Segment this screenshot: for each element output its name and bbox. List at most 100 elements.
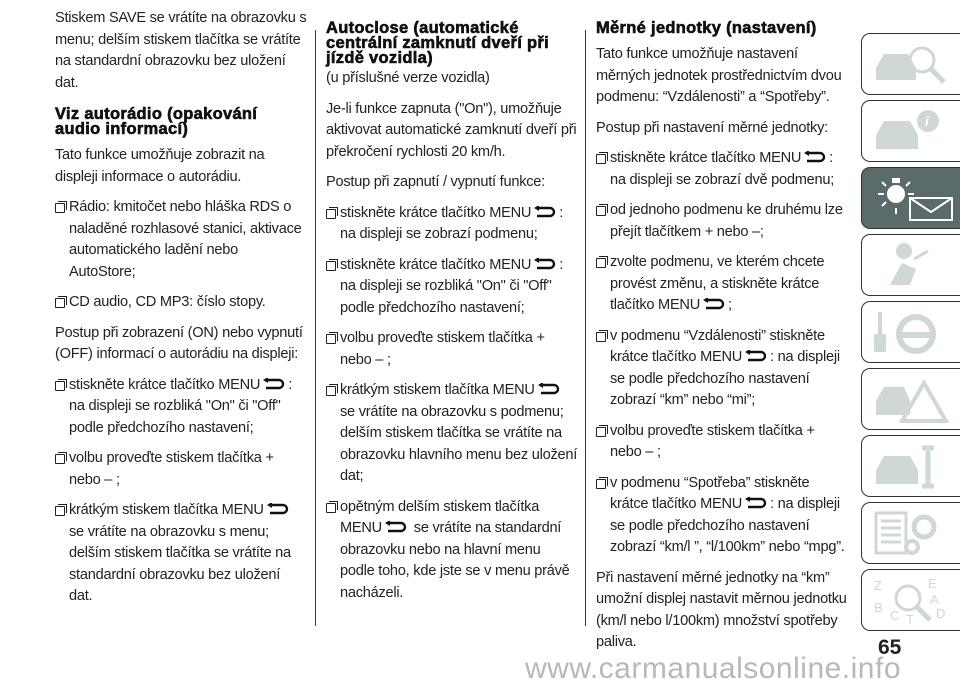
list-item: stiskněte krátce tlačítko MENU: na displ…: [55, 375, 307, 440]
list-item-text: v podmenu “Spotřeba” stiskněte krátce tl…: [610, 474, 810, 513]
list-item-text: volbu proveďte stiskem tlačítka + nebo –…: [69, 450, 274, 488]
list-item-text: od jednoho podmenu ke druhému lze přejít…: [610, 202, 843, 240]
paragraph: Postup při zobrazení (ON) nebo vypnutí (…: [55, 324, 303, 363]
list-item: v podmenu “Vzdálenosti” stiskněte krátce…: [596, 326, 848, 412]
chapter-tab[interactable]: [861, 301, 960, 363]
list-item: volbu proveďte stiskem tlačítka + nebo –…: [326, 328, 578, 371]
svg-text:i: i: [925, 113, 930, 129]
list-item-text: volbu proveďte stiskem tlačítka + nebo –…: [340, 330, 545, 368]
section-heading-radio: Viz autorádio (opakování audio informací…: [55, 105, 258, 138]
svg-text:A: A: [930, 592, 939, 607]
column-1: Stiskem SAVE se vrátíte na obrazovku s m…: [55, 8, 307, 617]
list-item: od jednoho podmenu ke druhému lze přejít…: [596, 200, 848, 243]
list-item: Rádio: kmitočet nebo hláška RDS o naladě…: [55, 197, 307, 283]
list-item: krátkým stiskem tlačítka MENU se vrátíte…: [55, 500, 307, 608]
bullet-list: stiskněte krátce tlačítko MENU: na displ…: [596, 148, 848, 559]
list-item-text: stiskněte krátce tlačítko MENU: [610, 150, 802, 166]
list-item: opětným delším stiskem tlačítka MENU se …: [326, 497, 578, 605]
checkbox-bullet-icon: [55, 452, 67, 464]
list-item: stiskněte krátce tlačítko MENU: na displ…: [326, 255, 578, 320]
checkbox-bullet-icon: [326, 500, 338, 513]
menu-back-arrow-icon: [703, 296, 725, 310]
checkbox-bullet-icon: [55, 504, 67, 516]
menu-back-arrow-icon: [804, 149, 826, 163]
menu-back-arrow-icon: [266, 501, 289, 515]
list-item-text: krátkým stiskem tlačítka MENU: [69, 502, 264, 518]
list-item-text: se vrátíte na obrazovku s podmenu; delší…: [340, 403, 578, 485]
svg-text:Z: Z: [874, 578, 882, 593]
list-item: stiskněte krátce tlačítko MENU: na displ…: [596, 148, 848, 191]
list-item-text: CD audio, CD MP3: číslo stopy.: [69, 294, 266, 310]
chapter-tab[interactable]: [861, 234, 960, 296]
chapter-tab[interactable]: i: [861, 100, 960, 162]
list-item-text: : na displeji se zobrazí podmenu;: [340, 204, 564, 243]
list-item: volbu proveďte stiskem tlačítka + nebo –…: [55, 448, 307, 491]
list-item-text: : na displeji se rozbliká "On" či "Off" …: [340, 256, 564, 316]
page-number: 65: [878, 636, 902, 659]
checkbox-bullet-icon: [596, 152, 608, 164]
list-item-text: krátkým stiskem tlačítka MENU: [340, 382, 535, 398]
list-item-text: ;: [728, 297, 732, 313]
bullet-list: stiskněte krátce tlačítko MENU: na displ…: [55, 375, 307, 608]
column-2: Autoclose (automatické centrální zamknut…: [326, 8, 578, 613]
menu-back-arrow-icon: [745, 495, 767, 509]
checkbox-bullet-icon: [596, 204, 608, 216]
bullet-list: stiskněte krátce tlačítko MENU: na displ…: [326, 203, 578, 605]
checkbox-bullet-icon: [326, 384, 338, 396]
chapter-tab[interactable]: [861, 167, 960, 229]
list-item-text: : na displeji se rozbliká "On" či "Off" …: [69, 376, 293, 436]
list-item-text: stiskněte krátce tlačítko MENU: [340, 256, 532, 273]
svg-text:E: E: [928, 576, 937, 591]
list-item-text: : na displeji se podle předchozího nasta…: [610, 349, 840, 408]
checkbox-bullet-icon: [326, 332, 338, 344]
menu-back-arrow-icon: [534, 256, 556, 269]
checkbox-bullet-icon: [326, 206, 338, 219]
paragraph: Tato funkce umožňuje nastavení měrných j…: [596, 46, 842, 105]
list-item-text: Rádio: kmitočet nebo hláška RDS o naladě…: [69, 199, 302, 280]
menu-back-arrow-icon: [384, 519, 407, 533]
checkbox-bullet-icon: [596, 329, 608, 342]
chapter-tab[interactable]: [861, 502, 960, 564]
checkbox-bullet-icon: [55, 296, 67, 308]
chapter-tab[interactable]: [861, 368, 960, 430]
list-item-text: stiskněte krátce tlačítko MENU: [69, 376, 261, 393]
svg-text:D: D: [936, 606, 945, 621]
list-item-text: : na displeji se zobrazí dvě podmenu;: [610, 150, 835, 188]
column-3: Měrné jednotky (nastavení) Tato funkce u…: [596, 8, 848, 663]
column-divider: [585, 30, 586, 626]
list-item-text: opětným delším stiskem tlačítka MENU: [340, 498, 540, 537]
list-item: v podmenu “Spotřeba” stiskněte krátce tl…: [596, 473, 848, 559]
column-divider: [315, 30, 316, 626]
paragraph: Při nastavení měrné jednotky na “km” umo…: [596, 569, 847, 651]
checkbox-bullet-icon: [596, 424, 608, 437]
menu-back-arrow-icon: [745, 348, 767, 362]
menu-back-arrow-icon: [537, 381, 560, 395]
list-item-text: stiskněte krátce tlačítko MENU: [340, 204, 532, 221]
list-item: krátkým stiskem tlačítka MENU se vrátíte…: [326, 380, 578, 488]
bullet-list: Rádio: kmitočet nebo hláška RDS o naladě…: [55, 197, 307, 314]
paragraph: Postup při zapnutí / vypnutí funkce:: [326, 174, 545, 190]
list-item: stiskněte krátce tlačítko MENU: na displ…: [326, 203, 578, 246]
list-item-text: volbu proveďte stiskem tlačítka + nebo –…: [610, 422, 815, 461]
section-heading-units: Měrné jednotky (nastavení): [596, 19, 817, 37]
checkbox-bullet-icon: [55, 378, 67, 391]
menu-back-arrow-icon: [534, 204, 556, 217]
list-item-text: se vrátíte na standardní obrazovku nebo …: [340, 520, 570, 601]
chapter-tab[interactable]: [861, 33, 960, 95]
list-item: zvolte podmenu, ve kterém chcete provést…: [596, 252, 848, 317]
list-item-text: zvolte podmenu, ve kterém chcete provést…: [610, 254, 825, 313]
chapter-tab[interactable]: [861, 435, 960, 497]
svg-text:C: C: [890, 608, 899, 623]
checkbox-bullet-icon: [596, 476, 608, 489]
chapter-tab[interactable]: Z E B A C D T: [861, 569, 960, 631]
checkbox-bullet-icon: [326, 258, 338, 271]
checkbox-bullet-icon: [596, 256, 608, 268]
list-item: CD audio, CD MP3: číslo stopy.: [55, 292, 307, 314]
list-item: volbu proveďte stiskem tlačítka + nebo –…: [596, 421, 848, 464]
section-subheading: (u příslušné verze vozidla): [326, 70, 490, 86]
chapter-tabs: i Z E B A C D T: [861, 33, 960, 636]
svg-text:B: B: [874, 600, 883, 615]
intro-paragraph: Stiskem SAVE se vrátíte na obrazovku s m…: [55, 10, 307, 91]
svg-text:T: T: [906, 612, 914, 624]
paragraph: Postup při nastavení měrné jednotky:: [596, 119, 828, 136]
